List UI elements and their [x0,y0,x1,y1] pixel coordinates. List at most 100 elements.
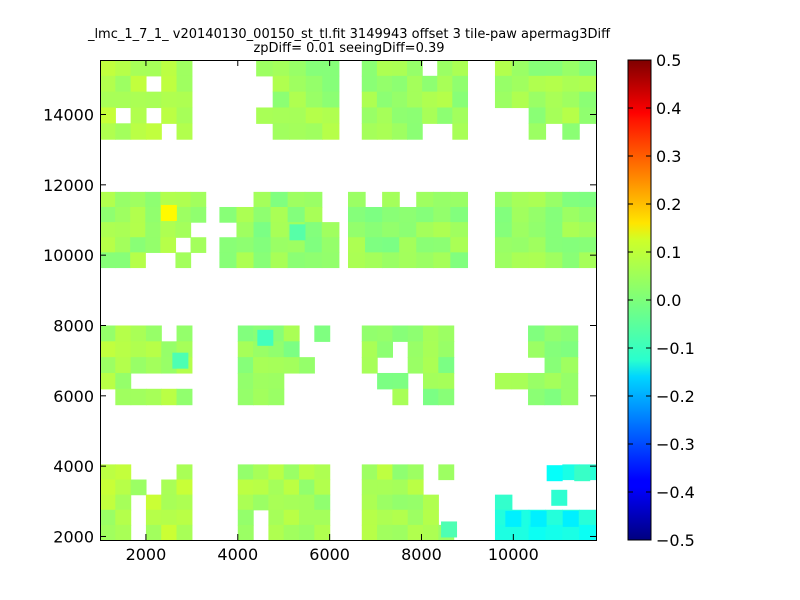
heat-cell [528,91,547,109]
colorbar-tick-label: −0.5 [656,531,695,550]
heat-cell [365,237,383,253]
heat-cell [494,91,513,109]
heat-cell [100,206,116,223]
heat-cell [348,237,366,253]
heat-cell [579,206,597,223]
heat-cell [528,206,547,223]
heat-cell [382,222,400,238]
heat-cell [130,191,146,208]
heat-cell [237,372,254,390]
heat-cell [438,357,455,374]
heat-cell [377,464,393,481]
heat-cell [322,123,340,140]
heat-cell [392,464,409,481]
heat-cell [283,479,300,496]
heat-cell [494,494,513,511]
heat-cell [176,91,193,109]
heat-cell [100,252,116,269]
heat-cell [100,325,116,342]
heat-cell [511,222,530,238]
heat-cell [176,509,193,526]
heat-cell [237,341,254,358]
heat-cell [237,357,254,374]
heat-cell [361,479,378,496]
heat-cell [377,372,393,390]
heat-cell [433,252,451,269]
heat-cell [176,107,193,124]
heat-cell [528,60,547,77]
heat-cell [272,60,290,77]
heat-cell [365,252,383,269]
heat-cell [433,222,451,238]
heat-cell [377,494,393,511]
heat-cell [450,252,469,269]
heat-cell [145,123,162,140]
heat-cell [399,237,417,253]
heat-cell [100,341,116,358]
heat-cell [528,107,547,124]
heat-cell [299,509,315,526]
heat-cell [494,191,513,208]
heat-cell [253,191,272,208]
heat-cell [392,388,409,406]
heat-cell [145,237,161,253]
heat-cell [130,123,147,140]
heat-cell [438,372,455,390]
heat-cell [283,357,300,374]
heat-cell [115,91,132,109]
heat-cell [161,388,178,406]
heat-cell [528,123,547,140]
heat-cell [130,325,147,342]
heat-cell-highlight [289,224,306,241]
heat-cell [528,252,547,269]
x-tick-label: 10000 [488,545,539,564]
heat-cell [407,325,424,342]
heat-cell [322,60,340,77]
heat-cell [562,222,580,238]
colorbar-tick-label: 0.4 [656,99,681,118]
heat-cell [176,123,193,140]
heat-cell [287,206,306,223]
heat-cell [361,107,378,124]
heat-cell [304,191,323,208]
heat-cell [392,372,409,390]
heat-cell [253,464,269,481]
heat-cell-highlight [257,329,274,346]
heat-cell [544,357,562,374]
heat-cell [100,357,116,374]
heat-cell [321,237,340,253]
heat-cell [283,341,300,358]
heat-cell [528,75,547,93]
heat-cell [348,206,366,223]
heat-cell [562,60,580,77]
heat-cell [422,91,438,109]
heat-cell [452,75,469,93]
heat-cell [272,75,290,93]
heat-cell [361,123,378,140]
heat-cell [253,494,269,511]
heat-cell [361,524,378,541]
heat-cell [407,524,424,541]
heat-cell [160,237,177,253]
heat-cell [494,524,513,541]
heat-cell [545,524,563,541]
heat-cell-highlight [172,352,189,369]
heat-cell-highlight [441,521,458,538]
heat-cell [145,60,162,77]
heat-cell [423,357,439,374]
heat-cell [115,509,132,526]
heat-cell [392,509,409,526]
heat-cell [438,464,455,481]
heat-cell [270,237,289,253]
heat-cell [100,509,116,526]
colorbar-tick-label: 0.2 [656,195,681,214]
heat-cell [423,494,439,511]
heat-cell [377,341,393,358]
heat-cell [433,191,451,208]
heat-cell [450,222,469,238]
heat-cell [361,60,378,77]
heat-cell [437,75,453,93]
heat-cell [115,123,132,140]
chart-title-line1: _lmc_1_7_1_ v20140130_00150_st_tl.fit 31… [87,27,611,42]
heat-cell [544,372,562,390]
